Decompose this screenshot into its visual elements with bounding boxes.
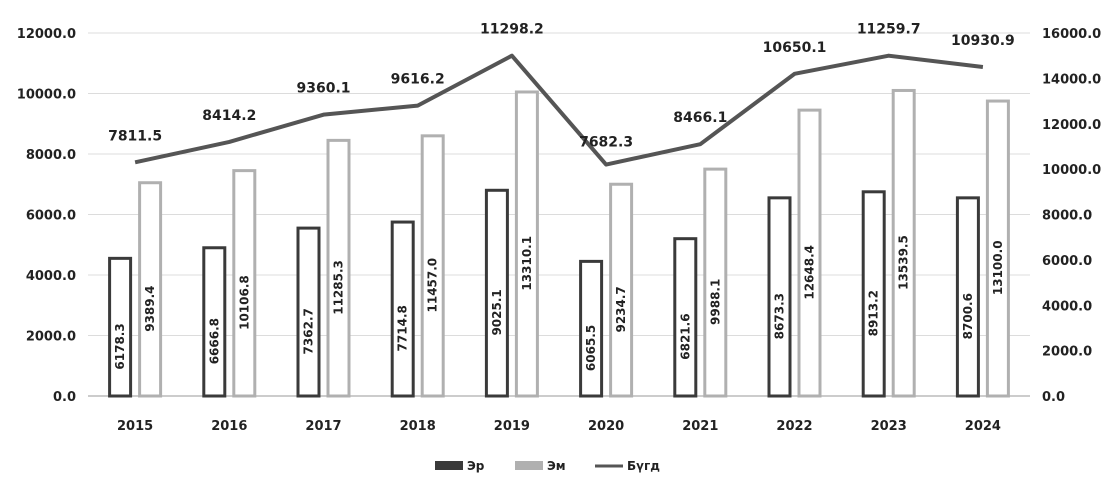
left-tick-label: 10000.0 [17,88,76,103]
x-tick-label: 2023 [871,419,907,434]
legend-swatch-male [435,461,463,470]
bar-female-value-label: 12648.4 [803,245,817,300]
bar-male [955,196,980,398]
grid-layer [88,32,1030,397]
bar-female-value-label: 13100.0 [991,240,1005,295]
bar-male-value-label: 7362.7 [302,308,316,354]
bar-male-value-label: 8913.2 [867,290,881,336]
total-line-value-label: 10650.1 [763,40,827,56]
total-line-value-label: 7811.5 [108,128,162,144]
right-tick-label: 4000.0 [1042,299,1092,314]
right-tick-label: 14000.0 [1042,72,1101,87]
bar-male [202,246,227,398]
left-tick-label: 0.0 [53,390,76,405]
right-tick-label: 8000.0 [1042,209,1092,224]
x-tick-label: 2016 [211,419,247,434]
left-tick-label: 4000.0 [26,269,76,284]
bar-male [296,226,321,398]
bar-male [767,196,792,398]
x-tick-label: 2024 [965,419,1001,434]
bar-female [420,134,445,398]
bar-female [138,181,163,398]
legend-swatch-female [515,461,543,470]
bar-female-value-label: 13539.5 [897,235,911,290]
bar-male [390,220,415,398]
bar-female [232,169,257,398]
x-tick-label: 2019 [494,419,530,434]
bar-male [861,190,886,398]
bar-female-value-label: 9234.7 [614,286,628,332]
bar-female [326,138,351,398]
bar-male [484,188,509,398]
right-tick-label: 12000.0 [1042,118,1101,133]
right-tick-label: 16000.0 [1042,27,1101,42]
x-tick-label: 2021 [682,419,718,434]
left-tick-label: 2000.0 [26,330,76,345]
bar-female-value-label: 9988.1 [708,279,722,325]
bar-male-value-label: 8700.6 [961,293,975,339]
total-line-value-label: 11298.2 [480,22,544,38]
bar-female [514,90,539,398]
bar-female [609,182,634,398]
total-line-value-label: 9360.1 [296,81,350,97]
left-axis: 0.0 2000.0 4000.0 6000.0 8000.0 10000.0 12000.… [17,27,76,405]
bar-female [703,167,728,398]
right-axis: 0.0 2000.0 4000.0 6000.0 8000.0 10000.0 12000.… [1042,27,1101,405]
bar-female-value-label: 9389.4 [143,285,157,331]
left-tick-label: 8000.0 [26,148,76,163]
x-tick-label: 2022 [776,419,812,434]
legend-label-male: Эр [467,459,485,473]
x-tick-label: 2017 [305,419,341,434]
bar-male-value-label: 7714.8 [396,305,410,351]
bar-female [797,108,822,398]
bar-male [579,259,604,398]
bar-male-value-label: 6178.3 [113,323,127,369]
right-tick-label: 6000.0 [1042,254,1092,269]
bar-male-value-label: 9025.1 [490,289,504,335]
right-tick-label: 10000.0 [1042,163,1101,178]
bar-labels-layer: 6178.3 9389.4 6666.8 10106.8 7362.7 11285.3 77… [113,235,1005,371]
total-line-value-label: 8414.2 [202,108,256,124]
total-line [134,53,984,167]
bar-male [108,256,133,398]
bar-male-value-label: 8673.3 [773,293,787,339]
total-line-value-label: 7682.3 [579,135,633,151]
bar-female [985,99,1010,398]
bar-male [673,237,698,398]
bar-male-value-label: 6666.8 [207,318,221,364]
left-tick-label: 12000.0 [17,27,76,42]
x-axis: 2015 2016 2017 2018 2019 2020 2021 2022 2023 2024 [117,419,1001,434]
bar-female-value-label: 10106.8 [237,275,251,330]
legend-label-total: Бүгд [627,459,660,473]
right-tick-label: 2000.0 [1042,345,1092,360]
total-line-value-label: 11259.7 [857,22,921,38]
bar-female-value-label: 11457.0 [426,258,440,313]
bar-female [891,88,916,398]
right-tick-label: 0.0 [1042,390,1065,405]
total-line-value-label: 8466.1 [673,110,727,126]
x-tick-label: 2020 [588,419,624,434]
total-line-value-label: 9616.2 [391,72,445,88]
bar-male-value-label: 6821.6 [678,313,692,359]
x-tick-label: 2018 [400,419,436,434]
bars-layer [108,88,1010,398]
left-tick-label: 6000.0 [26,209,76,224]
total-line-value-label: 10930.9 [951,33,1015,49]
bar-male-value-label: 6065.5 [584,325,598,371]
bar-female-value-label: 13310.1 [520,236,534,291]
legend: Эр Эм Бүгд [435,459,660,473]
legend-label-female: Эм [547,459,566,473]
bar-female-value-label: 11285.3 [332,260,346,315]
line-labels-layer: 7811.5 8414.2 9360.1 9616.2 11298.2 7682.3 846… [108,22,1015,151]
x-tick-label: 2015 [117,419,153,434]
line-layer [134,53,984,167]
